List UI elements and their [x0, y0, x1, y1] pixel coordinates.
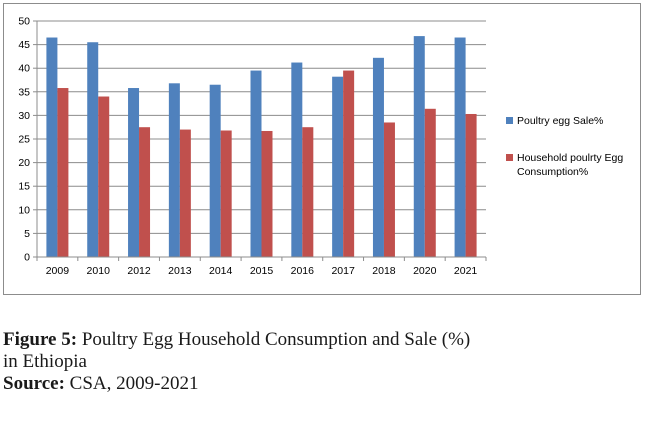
- bar-sale-2017: [332, 76, 344, 257]
- axes: 0 5 10 15 20 25 30 35 40 45 50 2009 2010 2012 2013 2014…: [18, 16, 487, 277]
- y-tick-label: 50: [18, 16, 30, 28]
- bar-consumption-2014: [220, 130, 232, 257]
- figure-caption: Figure 5: Poultry Egg Household Consumpt…: [3, 329, 648, 395]
- legend-label-consumption: Household poulrty Egg: [517, 152, 623, 164]
- x-tick-label: 2016: [291, 265, 315, 277]
- figure-caption-line: Figure 5: Poultry Egg Household Consumpt…: [3, 329, 648, 351]
- y-tick-label: 40: [18, 63, 30, 75]
- x-tick-label: 2012: [127, 265, 151, 277]
- bar-consumption-2009: [57, 88, 69, 257]
- bar-sale-2014: [209, 84, 221, 257]
- bar-consumption-2020: [424, 108, 436, 258]
- x-tick-label: 2020: [413, 265, 437, 277]
- x-tick-label: 2015: [250, 265, 274, 277]
- bar-consumption-2021: [465, 113, 477, 257]
- legend-swatch-consumption: [506, 154, 513, 161]
- bar-sale-2018: [372, 57, 384, 258]
- legend-label-consumption: Consumption%: [517, 166, 588, 178]
- source-line: Source: CSA, 2009-2021: [3, 373, 648, 395]
- bar-sale-2012: [128, 88, 140, 257]
- x-tick-label: 2017: [331, 265, 355, 277]
- figure-title-continued: in Ethiopia: [3, 351, 87, 372]
- x-tick-label: 2010: [87, 265, 111, 277]
- bar-sale-2020: [413, 36, 425, 257]
- legend-swatch-sale: [506, 117, 513, 124]
- x-tick-label: 2013: [168, 265, 192, 277]
- y-tick-label: 25: [18, 134, 30, 146]
- y-tick-label: 5: [24, 228, 30, 240]
- y-tick-label: 20: [18, 157, 30, 169]
- y-tick-label: 30: [18, 110, 30, 122]
- bar-consumption-2018: [383, 122, 395, 257]
- bar-sale-2010: [87, 42, 99, 257]
- bar-sale-2021: [454, 37, 466, 257]
- bar-consumption-2016: [302, 127, 314, 257]
- bar-consumption-2010: [98, 96, 110, 258]
- figure-label: Figure 5:: [3, 329, 78, 350]
- y-tick-label: 10: [18, 204, 30, 216]
- chart-frame: 0 5 10 15 20 25 30 35 40 45 50 2009 2010 2012 2013 2014…: [3, 3, 641, 295]
- y-tick-label: 0: [24, 252, 30, 264]
- bars: [46, 36, 477, 258]
- bar-sale-2016: [291, 62, 303, 258]
- y-tick-label: 15: [18, 181, 30, 193]
- x-tick-label: 2009: [46, 265, 70, 277]
- y-tick-label: 45: [18, 39, 30, 51]
- bar-sale-2013: [168, 83, 180, 257]
- bar-consumption-2015: [261, 130, 273, 257]
- bar-consumption-2012: [139, 127, 151, 257]
- y-tick-label: 35: [18, 86, 30, 98]
- bar-sale-2009: [46, 37, 58, 257]
- bar-consumption-2013: [179, 129, 191, 257]
- bar-consumption-2017: [343, 70, 355, 257]
- bar-sale-2015: [250, 70, 262, 257]
- x-tick-label: 2014: [209, 265, 233, 277]
- x-tick-label: 2021: [454, 265, 478, 277]
- figure-title: Poultry Egg Household Consumption and Sa…: [77, 329, 471, 350]
- bar-chart: 0 5 10 15 20 25 30 35 40 45 50 2009 2010 2012 2013 2014…: [18, 16, 623, 278]
- source-text: CSA, 2009-2021: [64, 373, 199, 394]
- legend-label-sale: Poultry egg Sale%: [517, 115, 603, 127]
- legend: Poultry egg Sale% Household poulrty Egg Co…: [506, 115, 623, 178]
- source-label: Source:: [3, 373, 65, 394]
- x-tick-label: 2018: [372, 265, 396, 277]
